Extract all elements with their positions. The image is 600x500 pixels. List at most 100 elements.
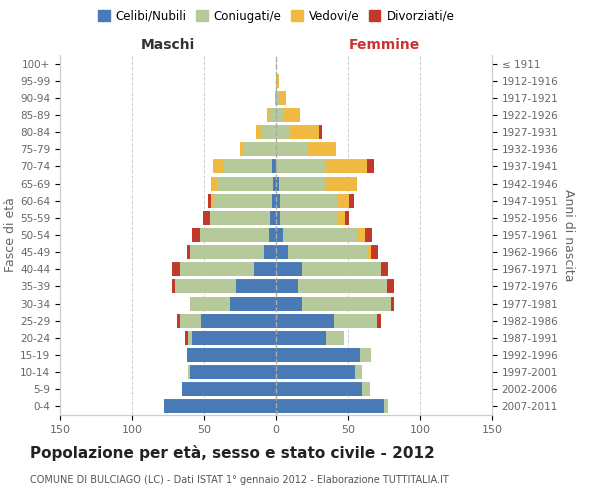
Bar	[179, 262, 254, 276]
Bar	[276, 108, 283, 122]
Bar	[355, 365, 362, 379]
Text: Femmine: Femmine	[349, 38, 419, 52]
Bar	[371, 245, 378, 259]
Bar	[256, 125, 262, 139]
Bar	[276, 160, 326, 173]
Bar	[338, 211, 345, 225]
Bar	[276, 142, 308, 156]
Bar	[276, 176, 279, 190]
Bar	[276, 91, 279, 105]
Bar	[187, 348, 276, 362]
Bar	[276, 125, 290, 139]
Bar	[214, 194, 272, 207]
Bar	[244, 142, 276, 156]
Text: Maschi: Maschi	[141, 38, 195, 52]
Bar	[276, 365, 355, 379]
Y-axis label: Anni di nascita: Anni di nascita	[562, 188, 575, 281]
Bar	[276, 228, 283, 242]
Bar	[367, 245, 371, 259]
Bar	[387, 280, 394, 293]
Bar	[276, 194, 280, 207]
Bar	[203, 211, 210, 225]
Bar	[270, 108, 276, 122]
Bar	[276, 245, 287, 259]
Bar	[298, 280, 387, 293]
Bar	[224, 160, 272, 173]
Bar	[211, 176, 218, 190]
Bar	[208, 194, 211, 207]
Text: COMUNE DI BULCIAGO (LC) - Dati ISTAT 1° gennaio 2012 - Elaborazione TUTTITALIA.I: COMUNE DI BULCIAGO (LC) - Dati ISTAT 1° …	[30, 475, 449, 485]
Bar	[190, 296, 230, 310]
Bar	[272, 160, 276, 173]
Bar	[210, 211, 270, 225]
Bar	[211, 194, 214, 207]
Bar	[200, 228, 269, 242]
Bar	[230, 296, 276, 310]
Bar	[319, 125, 322, 139]
Bar	[276, 74, 279, 88]
Bar	[185, 331, 188, 345]
Bar	[365, 228, 373, 242]
Bar	[326, 160, 367, 173]
Bar	[236, 280, 276, 293]
Bar	[279, 176, 325, 190]
Bar	[164, 400, 276, 413]
Bar	[276, 262, 302, 276]
Bar	[362, 382, 370, 396]
Bar	[276, 314, 334, 328]
Bar	[212, 160, 224, 173]
Bar	[326, 331, 344, 345]
Bar	[308, 142, 337, 156]
Bar	[359, 348, 371, 362]
Bar	[391, 296, 394, 310]
Bar	[283, 108, 301, 122]
Bar	[175, 280, 236, 293]
Bar	[182, 382, 276, 396]
Bar	[302, 296, 391, 310]
Bar	[334, 314, 377, 328]
Bar	[172, 280, 175, 293]
Bar	[280, 194, 338, 207]
Bar	[188, 331, 193, 345]
Bar	[254, 262, 276, 276]
Bar	[276, 382, 362, 396]
Bar	[188, 365, 190, 379]
Bar	[275, 91, 276, 105]
Bar	[272, 194, 276, 207]
Bar	[270, 211, 276, 225]
Bar	[276, 296, 302, 310]
Bar	[302, 262, 381, 276]
Bar	[179, 314, 201, 328]
Legend: Celibi/Nubili, Coniugati/e, Vedovi/e, Divorziati/e: Celibi/Nubili, Coniugati/e, Vedovi/e, Di…	[93, 5, 459, 28]
Bar	[367, 160, 374, 173]
Bar	[172, 262, 179, 276]
Bar	[276, 348, 359, 362]
Bar	[240, 142, 244, 156]
Text: Popolazione per età, sesso e stato civile - 2012: Popolazione per età, sesso e stato civil…	[30, 445, 435, 461]
Bar	[268, 108, 270, 122]
Bar	[187, 245, 190, 259]
Bar	[325, 176, 356, 190]
Bar	[218, 176, 273, 190]
Bar	[279, 91, 286, 105]
Bar	[345, 211, 349, 225]
Bar	[265, 245, 276, 259]
Bar	[290, 125, 319, 139]
Bar	[176, 314, 179, 328]
Bar	[276, 280, 298, 293]
Bar	[269, 228, 276, 242]
Bar	[276, 211, 280, 225]
Bar	[190, 245, 265, 259]
Bar	[338, 194, 349, 207]
Bar	[193, 331, 276, 345]
Bar	[276, 400, 384, 413]
Bar	[384, 400, 388, 413]
Bar	[377, 314, 381, 328]
Bar	[283, 228, 358, 242]
Bar	[287, 245, 367, 259]
Bar	[349, 194, 354, 207]
Bar	[201, 314, 276, 328]
Bar	[273, 176, 276, 190]
Bar	[276, 331, 326, 345]
Bar	[381, 262, 388, 276]
